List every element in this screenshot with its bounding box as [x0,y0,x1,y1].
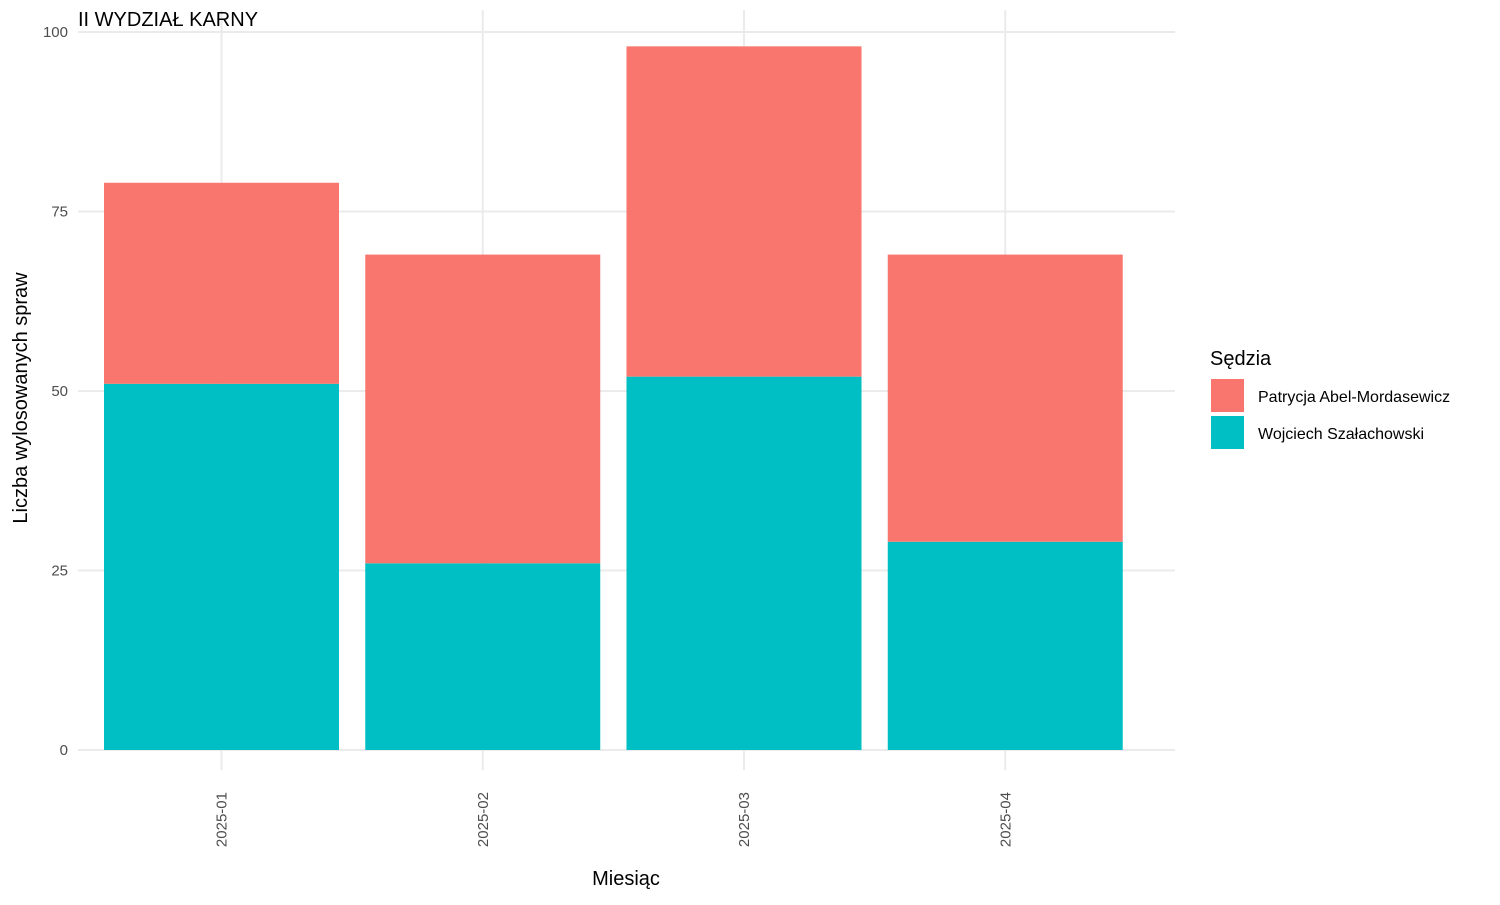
bar-segment [104,182,339,384]
bar-segment [887,541,1123,750]
bar-segment [365,254,601,564]
bars [104,46,1123,750]
y-axis-ticks: 0 25 50 75 100 [43,24,68,759]
legend-label: Patrycja Abel-Mordasewicz [1258,389,1450,406]
chart-title: II WYDZIAŁ KARNY [78,9,258,31]
legend-label: Wojciech Szałachowski [1258,426,1424,443]
bar-segment [104,383,339,750]
bar-segment [626,46,862,377]
y-tick-label: 75 [51,204,68,221]
legend-swatch [1211,416,1244,449]
y-axis-title: Liczba wylosowanych spraw [10,272,32,524]
x-tick-label: 2025-04 [997,792,1014,847]
legend: Sędzia Patrycja Abel-Mordasewicz Wojciech… [1210,348,1450,449]
bar-segment [365,563,601,750]
y-tick-label: 25 [51,563,68,580]
y-tick-label: 50 [51,383,68,400]
legend-swatch [1211,379,1244,412]
x-axis-ticks: 2025-01 2025-02 2025-03 2025-04 [214,792,1015,847]
bar-segment [626,376,862,750]
legend-items: Patrycja Abel-Mordasewicz Wojciech Szałac… [1211,379,1450,449]
x-tick-label: 2025-02 [475,792,492,847]
x-tick-label: 2025-01 [214,792,231,847]
y-tick-label: 100 [43,24,68,41]
y-tick-label: 0 [60,742,68,759]
legend-title: Sędzia [1210,348,1272,370]
x-tick-label: 2025-03 [736,792,753,847]
x-axis-title: Miesiąc [592,868,660,890]
bar-segment [887,254,1123,542]
